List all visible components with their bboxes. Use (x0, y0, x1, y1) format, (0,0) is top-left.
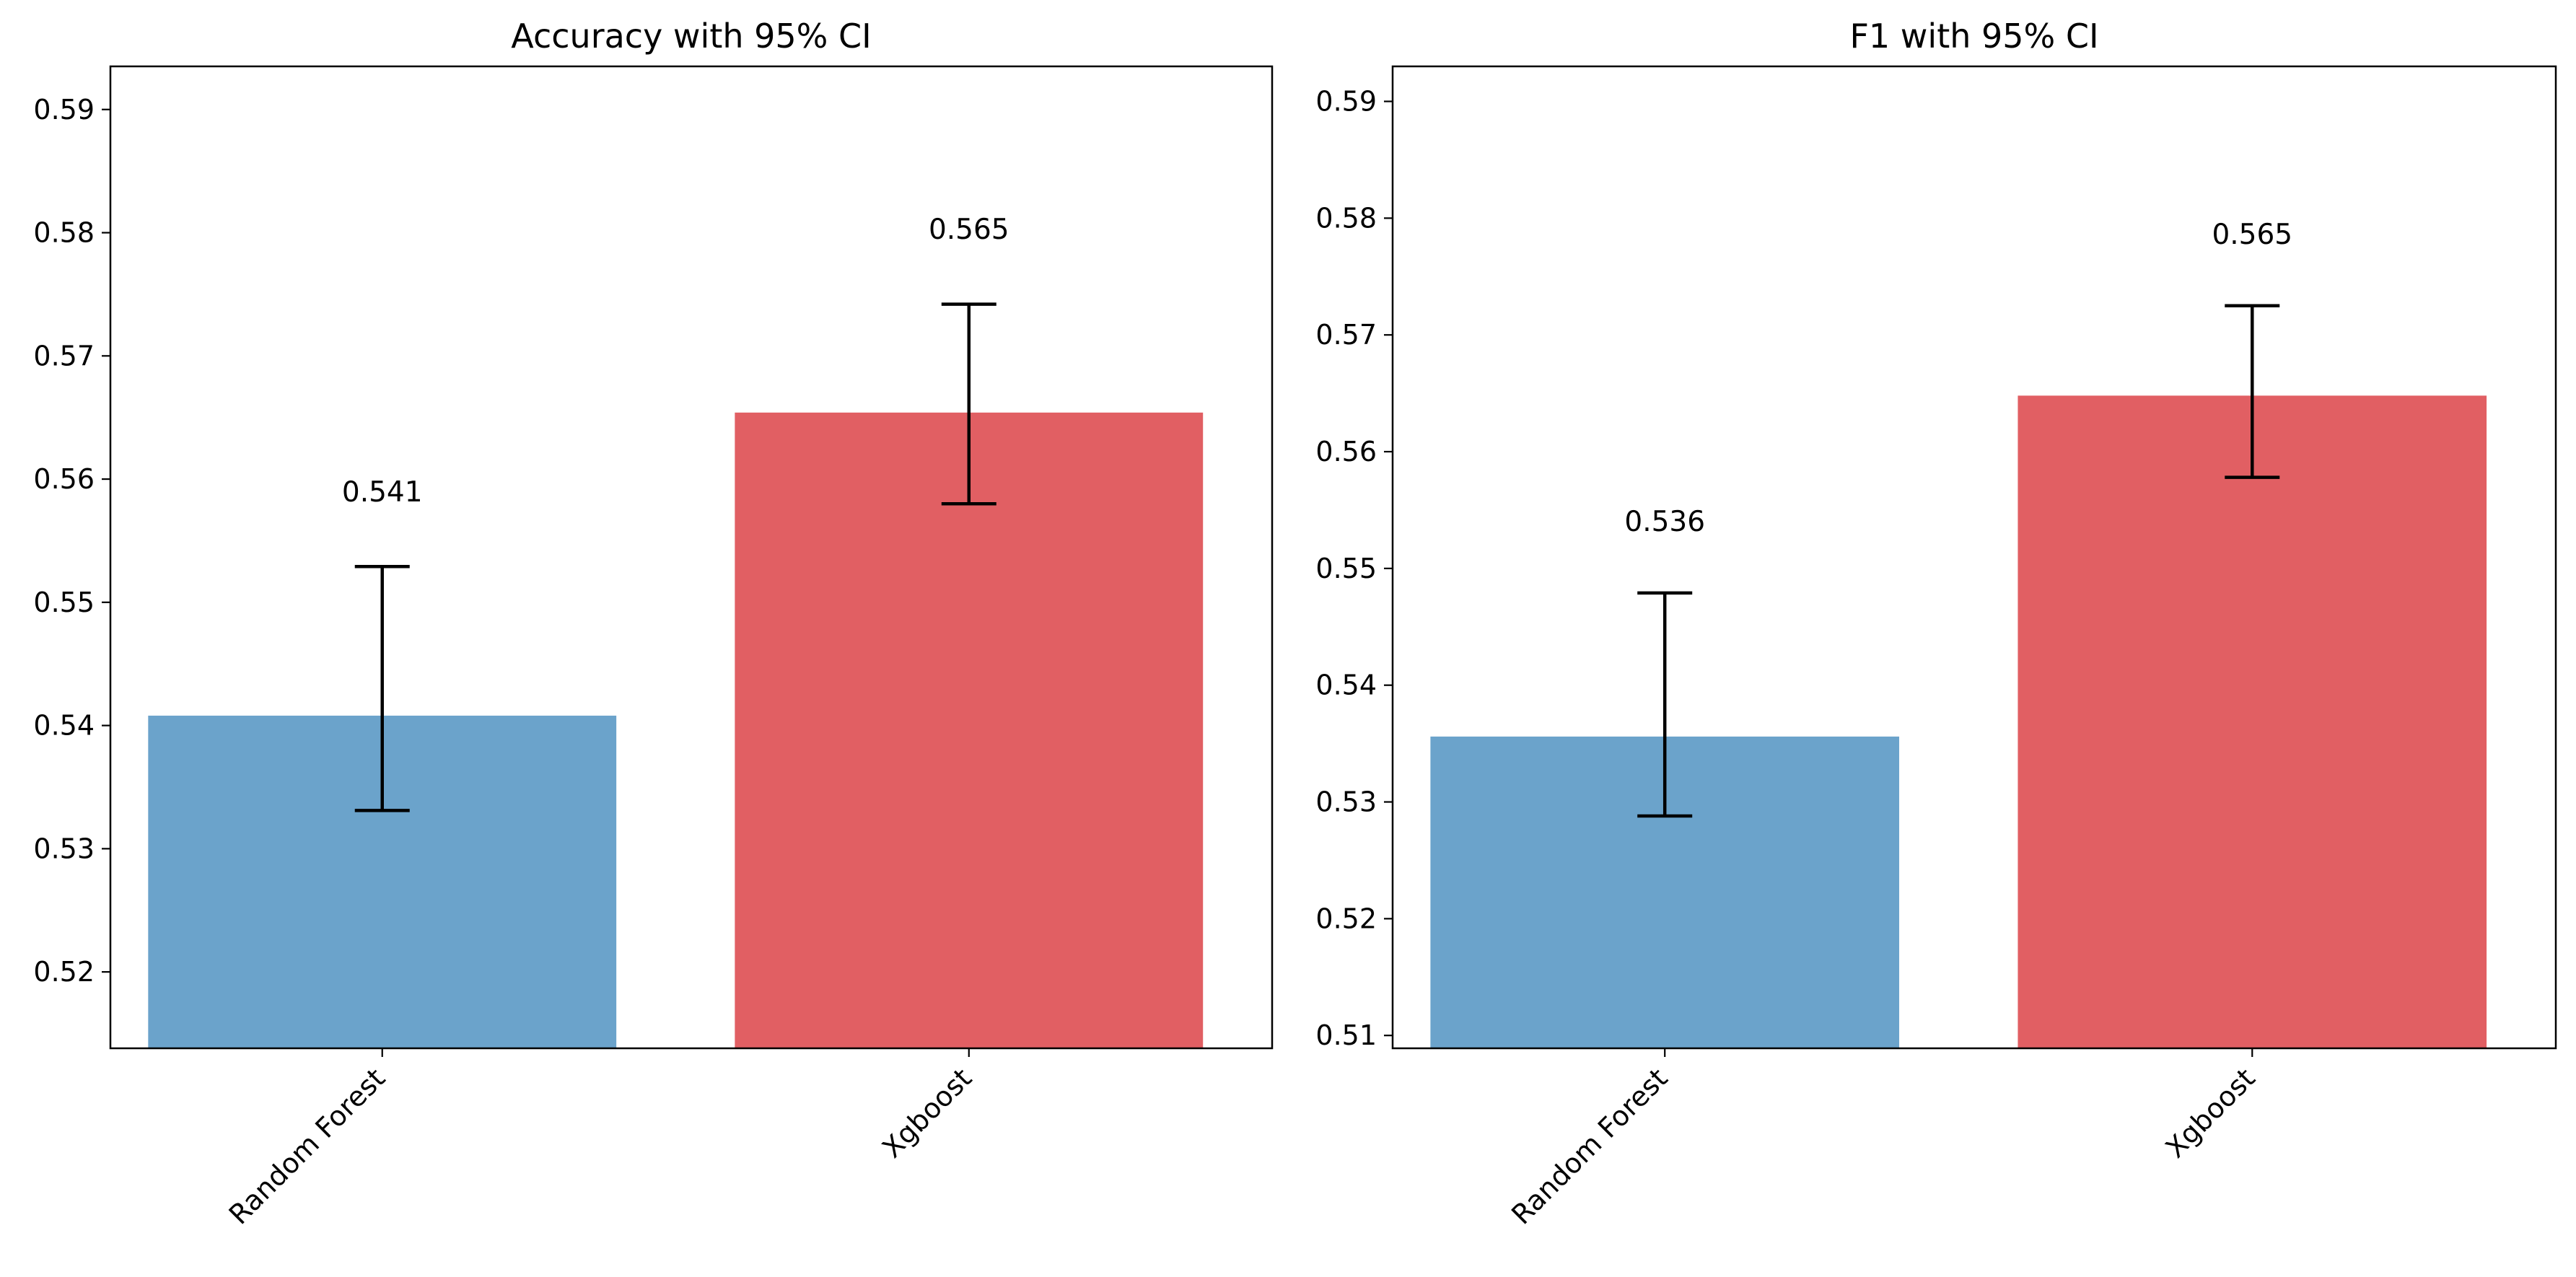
y-tick-label: 0.56 (33, 463, 95, 495)
y-tick-label: 0.58 (1315, 202, 1377, 234)
data-label: 0.565 (929, 214, 1009, 246)
plot-frame (109, 65, 1274, 1050)
bar-xgboost (2018, 395, 2487, 1048)
y-tick-label: 0.54 (33, 710, 95, 742)
y-tick-label: 0.57 (33, 340, 95, 372)
y-tick-label: 0.58 (33, 217, 95, 249)
y-tick-label: 0.55 (1315, 553, 1377, 584)
y-tick-label: 0.51 (1315, 1019, 1377, 1051)
x-tick-label: Random Forest (223, 1062, 391, 1230)
y-tick-label: 0.52 (1315, 903, 1377, 934)
y-tick-label: 0.53 (33, 833, 95, 864)
x-tick-label: Xgboost (876, 1062, 978, 1164)
chart-title: Accuracy with 95% CI (511, 17, 871, 56)
data-label: 0.541 (342, 476, 423, 509)
bar-xgboost (735, 412, 1204, 1048)
y-tick-label: 0.59 (33, 94, 95, 126)
y-tick-label: 0.53 (1315, 786, 1377, 818)
y-tick-label: 0.55 (33, 587, 95, 618)
y-tick-label: 0.54 (1315, 670, 1377, 701)
x-tick-label: Xgboost (2160, 1062, 2261, 1164)
y-tick-label: 0.57 (1315, 319, 1377, 351)
y-tick-label: 0.59 (1315, 86, 1377, 118)
chart-title: F1 with 95% CI (1849, 17, 2098, 56)
data-label: 0.536 (1624, 506, 1705, 538)
x-tick-label: Random Forest (1505, 1062, 1673, 1230)
y-tick-label: 0.56 (1315, 436, 1377, 468)
y-tick-label: 0.52 (33, 956, 95, 988)
plot-frame (1391, 65, 2557, 1050)
data-label: 0.565 (2212, 219, 2292, 251)
